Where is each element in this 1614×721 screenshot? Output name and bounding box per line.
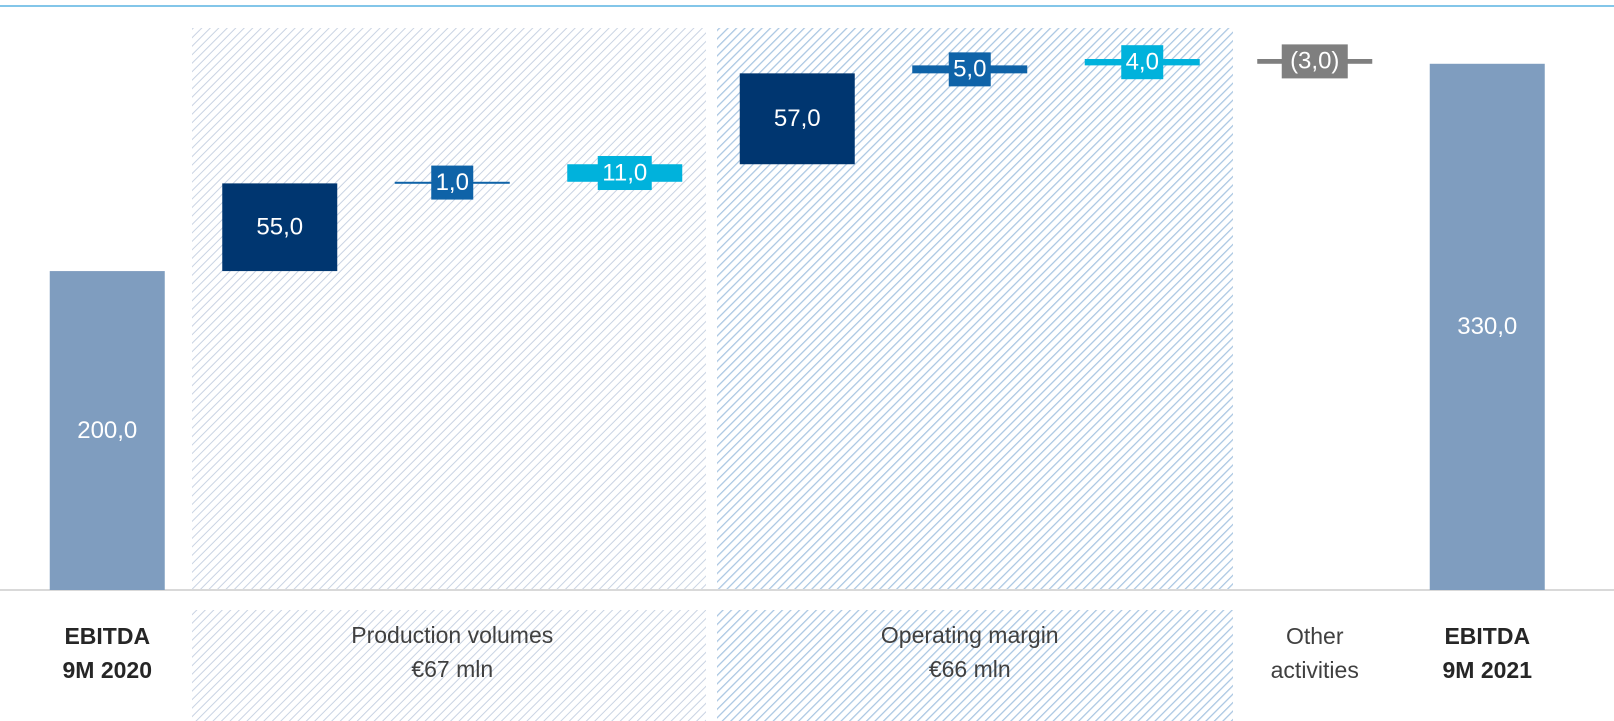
- group-label: €67 mln: [411, 656, 493, 682]
- group-label: Operating margin: [881, 622, 1059, 648]
- value-label-box: [597, 156, 652, 191]
- group-label-band: [192, 610, 706, 721]
- value-label-box: [948, 52, 991, 87]
- group-label-band: [717, 610, 1233, 721]
- value-label: 5,0: [953, 56, 986, 83]
- value-label-box: [1121, 45, 1164, 80]
- value-label: (3,0): [1290, 48, 1339, 75]
- x-tick-label: Other: [1286, 623, 1344, 649]
- group-band: [192, 28, 706, 590]
- x-tick-label: EBITDA: [1444, 623, 1530, 649]
- x-tick-label: activities: [1271, 657, 1359, 683]
- value-label: 4,0: [1126, 49, 1159, 76]
- value-label: 57,0: [774, 105, 821, 132]
- x-tick-label: 9M 2020: [62, 657, 152, 683]
- bar: [49, 271, 165, 590]
- value-label: 1,0: [436, 169, 469, 196]
- group-label: €66 mln: [929, 656, 1011, 682]
- value-label: 11,0: [602, 159, 647, 186]
- value-label: 55,0: [256, 214, 303, 241]
- group-label: Production volumes: [351, 622, 553, 648]
- bar: [739, 73, 855, 165]
- bar: [222, 183, 338, 272]
- x-tick-label: 9M 2021: [1442, 657, 1532, 683]
- x-tick-label: EBITDA: [64, 623, 150, 649]
- value-label-box: [431, 165, 474, 200]
- bar: [1429, 63, 1545, 590]
- value-label: 330,0: [1457, 313, 1517, 340]
- value-label: 200,0: [77, 417, 137, 444]
- value-label-box: [1281, 44, 1348, 79]
